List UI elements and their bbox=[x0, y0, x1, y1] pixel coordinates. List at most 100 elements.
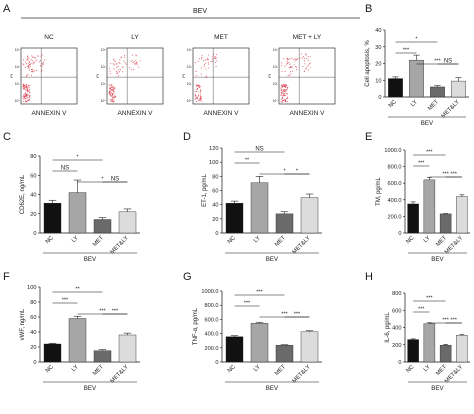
flow-event-dot bbox=[135, 59, 137, 61]
flow-event-dot bbox=[215, 66, 217, 68]
category-label: NC bbox=[388, 99, 398, 109]
category-label: MET&LY bbox=[292, 364, 312, 384]
flow-event-dot bbox=[109, 86, 111, 88]
flow-event-dot bbox=[120, 56, 122, 58]
flow-event-dot bbox=[280, 98, 282, 100]
category-label: MET&LY bbox=[110, 364, 130, 384]
y-tick-label: 400.0 bbox=[205, 332, 219, 338]
flow-event-dot bbox=[32, 63, 34, 65]
flow-event-dot bbox=[108, 84, 110, 86]
flow-axis-tick: 10⁰ bbox=[187, 99, 193, 103]
significance-label: NS bbox=[444, 59, 452, 65]
flow-event-dot bbox=[208, 67, 210, 69]
flow-event-dot bbox=[204, 59, 206, 61]
flow-event-dot bbox=[27, 88, 29, 90]
flow-event-dot bbox=[27, 89, 29, 91]
category-label: MET bbox=[427, 99, 440, 112]
flow-x-label: ANNEXIN V bbox=[117, 110, 153, 117]
flow-event-dot bbox=[207, 59, 209, 61]
flow-event-dot bbox=[307, 69, 309, 71]
flow-event-dot bbox=[136, 64, 138, 66]
flow-event-dot bbox=[28, 66, 30, 69]
bar bbox=[43, 343, 62, 363]
y-axis-label: vWF, ng/mL bbox=[20, 308, 26, 340]
flow-event-dot bbox=[281, 84, 283, 87]
flow-event-dot bbox=[36, 59, 38, 61]
flow-event-dot bbox=[304, 63, 306, 65]
flow-axis-tick: 10³ bbox=[273, 48, 278, 52]
flow-event-dot bbox=[123, 56, 126, 58]
flow-event-dot bbox=[197, 91, 199, 93]
flow-event-dot bbox=[201, 58, 203, 60]
flow-event-dot bbox=[285, 85, 288, 87]
y-tick-label: 600.0 bbox=[205, 317, 219, 323]
category-label: MET bbox=[92, 235, 105, 248]
flow-event-dot bbox=[23, 95, 26, 97]
flow-event-dot bbox=[29, 64, 31, 66]
category-label: MET&LY bbox=[444, 364, 464, 384]
flow-event-dot bbox=[295, 69, 298, 71]
y-tick-label: 30 bbox=[375, 45, 381, 51]
flow-event-dot bbox=[130, 68, 132, 70]
panel-letter: G bbox=[183, 271, 192, 283]
panel-a-group-label: BEV bbox=[193, 8, 207, 15]
flow-event-dot bbox=[33, 70, 36, 72]
flow-event-dot bbox=[36, 69, 38, 72]
flow-event-dot bbox=[200, 73, 202, 75]
flow-event-dot bbox=[31, 55, 33, 57]
flow-event-dot bbox=[108, 93, 110, 95]
significance-label: * bbox=[415, 37, 418, 43]
flow-event-dot bbox=[203, 65, 205, 67]
flow-event-dot bbox=[283, 90, 286, 92]
flow-axis-tick: 10⁰ bbox=[101, 99, 107, 103]
flow-event-dot bbox=[115, 63, 117, 65]
flow-event-dot bbox=[280, 64, 282, 66]
flow-event-dot bbox=[284, 84, 286, 86]
significance-label: *** bbox=[442, 318, 449, 324]
y-tick-label: 1000.0 bbox=[201, 289, 218, 295]
flow-event-dot bbox=[303, 60, 305, 62]
bar bbox=[225, 203, 244, 234]
flow-event-dot bbox=[117, 75, 119, 77]
flow-event-dot bbox=[115, 70, 117, 72]
flow-y-label: PI bbox=[267, 74, 272, 78]
flow-event-dot bbox=[201, 56, 203, 59]
flow-event-dot bbox=[129, 66, 131, 69]
significance-label: * bbox=[101, 177, 104, 183]
flow-event-dot bbox=[200, 89, 202, 91]
flow-event-dot bbox=[27, 90, 29, 92]
significance-label: ** bbox=[75, 287, 80, 293]
y-tick-label: 20 bbox=[375, 62, 381, 68]
flow-event-dot bbox=[130, 60, 132, 62]
flow-event-dot bbox=[28, 84, 30, 87]
flow-plot-title: LY bbox=[131, 34, 139, 41]
flow-event-dot bbox=[110, 84, 112, 86]
flow-axis-tick: 10¹ bbox=[187, 82, 192, 86]
flow-event-dot bbox=[26, 93, 28, 95]
flow-event-dot bbox=[208, 54, 210, 56]
y-axis-label: Cell apoptosis, % bbox=[365, 40, 371, 87]
flow-event-dot bbox=[27, 58, 29, 60]
flow-event-dot bbox=[24, 93, 26, 95]
flow-event-dot bbox=[200, 96, 202, 98]
panel-a-flow-cytometry: A BEV NC 10³ 10² 10¹ 10⁰ PI ANNEXIN V LY 10³ 10² 1… bbox=[3, 3, 360, 117]
significance-label: * bbox=[296, 169, 299, 175]
flow-event-dot bbox=[138, 66, 140, 68]
flow-x-label: ANNEXIN V bbox=[31, 110, 67, 117]
flow-event-dot bbox=[309, 56, 311, 58]
flow-event-dot bbox=[284, 94, 286, 96]
flow-event-dot bbox=[118, 71, 120, 73]
flow-plot-frame bbox=[106, 47, 164, 105]
flow-event-dot bbox=[196, 96, 198, 98]
bar bbox=[68, 318, 87, 363]
flow-event-dot bbox=[288, 67, 290, 69]
category-label: NC bbox=[45, 235, 55, 245]
panel-e-chart: E 0 200.0 400.0 600.0 800.0 1000.0 TM, pg/mL NC L… bbox=[365, 131, 470, 263]
y-tick-label: 0 bbox=[398, 360, 401, 366]
flow-event-dot bbox=[112, 96, 114, 99]
group-label: BEV bbox=[84, 256, 97, 263]
flow-event-dot bbox=[207, 57, 209, 59]
flow-event-dot bbox=[282, 94, 284, 96]
category-label: NC bbox=[405, 235, 415, 245]
flow-axis-tick: 10³ bbox=[101, 48, 106, 52]
